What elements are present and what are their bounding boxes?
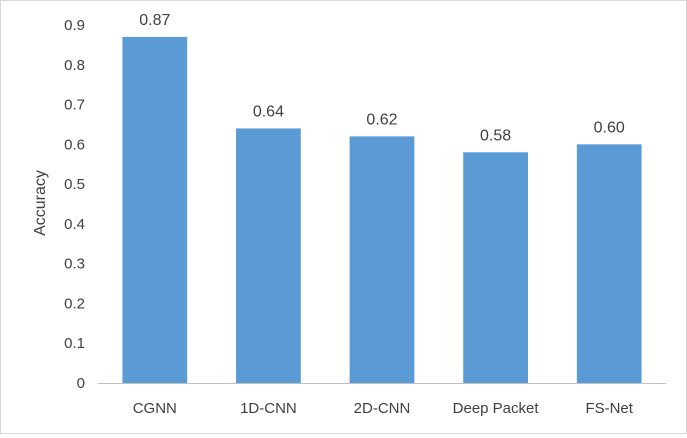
y-tick-label: 0.9 [64, 17, 85, 34]
x-axis-labels: CGNN 1D-CNN 2D-CNN Deep Packet FS-Net [133, 400, 634, 417]
y-tick-label: 0.8 [64, 57, 85, 74]
data-label: 0.87 [139, 12, 170, 29]
bar-deep-packet [463, 152, 528, 383]
data-label: 0.60 [594, 119, 625, 136]
y-tick-label: 0.3 [64, 256, 85, 273]
y-axis-title: Accuracy [32, 170, 49, 236]
x-tick-label: Deep Packet [453, 400, 540, 417]
bars [122, 36, 642, 383]
bar-cgnn [122, 36, 188, 383]
y-tick-label: 0 [77, 375, 85, 392]
bar-fs-net [576, 144, 642, 383]
y-tick-label: 0.4 [64, 216, 85, 233]
bar-2d-cnn [349, 136, 415, 383]
y-tick-label: 0.6 [64, 136, 85, 153]
y-axis-ticks: 0 0.1 0.2 0.3 0.4 0.5 0.6 0.7 0.8 0.9 [64, 17, 85, 392]
data-label: 0.64 [253, 103, 284, 120]
x-tick-label: 2D-CNN [354, 400, 411, 417]
x-tick-label: 1D-CNN [240, 400, 297, 417]
bar-1d-cnn [236, 128, 301, 383]
y-tick-label: 0.1 [64, 335, 85, 352]
y-tick-label: 0.5 [64, 176, 85, 193]
y-tick-label: 0.2 [64, 295, 85, 312]
data-label: 0.62 [366, 111, 397, 128]
data-labels: 0.87 0.64 0.62 0.58 0.60 [139, 12, 625, 144]
x-tick-label: CGNN [133, 400, 177, 417]
y-tick-label: 0.7 [64, 97, 85, 114]
x-tick-label: FS-Net [585, 400, 633, 417]
data-label: 0.58 [480, 127, 511, 144]
